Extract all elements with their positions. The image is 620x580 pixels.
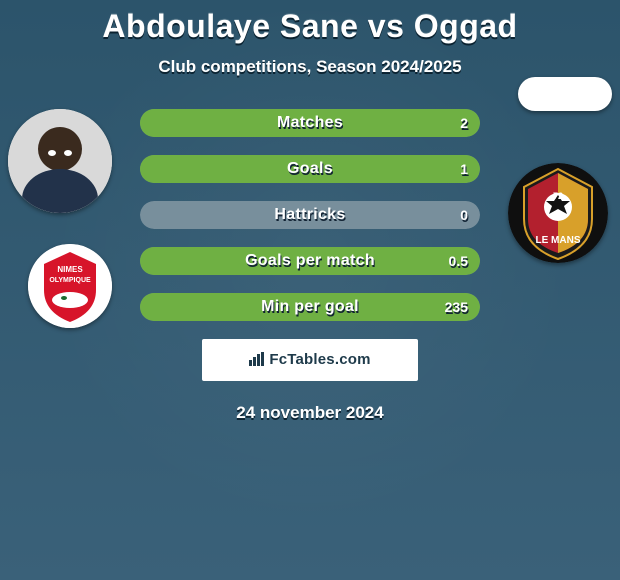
stat-row: Goals1 <box>140 155 480 183</box>
watermark-text: FcTables.com <box>269 351 370 368</box>
player-avatar-icon <box>8 109 112 213</box>
watermark-badge: FcTables.com <box>202 339 418 381</box>
stat-label: Min per goal <box>140 293 480 321</box>
stat-label: Goals per match <box>140 247 480 275</box>
stat-label: Matches <box>140 109 480 137</box>
svg-text:LE MANS: LE MANS <box>536 235 581 246</box>
svg-text:72: 72 <box>553 191 563 201</box>
left-player-photo <box>8 109 112 213</box>
stat-right-value: 0.5 <box>449 247 468 275</box>
right-player-photo <box>518 77 612 111</box>
stat-right-value: 2 <box>460 109 468 137</box>
stat-bars: Matches2Goals1Hattricks0Goals per match0… <box>140 109 480 321</box>
left-club-badge: NIMES OLYMPIQUE <box>28 244 112 328</box>
stat-right-value: 1 <box>460 155 468 183</box>
stat-row: Hattricks0 <box>140 201 480 229</box>
bar-chart-icon <box>249 352 265 366</box>
stat-label: Goals <box>140 155 480 183</box>
stat-right-value: 235 <box>445 293 468 321</box>
comparison-area: NIMES OLYMPIQUE 72 LE MANS Match <box>0 109 620 321</box>
date-text: 24 november 2024 <box>0 403 620 423</box>
right-club-badge: 72 LE MANS <box>508 163 608 263</box>
infographic-root: Abdoulaye Sane vs Oggad Club competition… <box>0 0 620 423</box>
stat-row: Matches2 <box>140 109 480 137</box>
stat-row: Goals per match0.5 <box>140 247 480 275</box>
subtitle: Club competitions, Season 2024/2025 <box>0 57 620 77</box>
club-badge-icon: NIMES OLYMPIQUE <box>28 244 112 328</box>
svg-text:NIMES: NIMES <box>57 265 83 274</box>
stat-right-value: 0 <box>460 201 468 229</box>
stat-row: Min per goal235 <box>140 293 480 321</box>
club-badge-icon: 72 LE MANS <box>508 163 608 263</box>
page-title: Abdoulaye Sane vs Oggad <box>0 8 620 45</box>
svg-text:OLYMPIQUE: OLYMPIQUE <box>49 277 91 284</box>
stat-label: Hattricks <box>140 201 480 229</box>
